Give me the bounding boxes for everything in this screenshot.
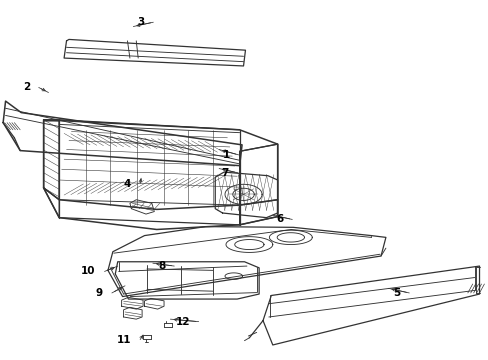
Text: 7: 7 [221,168,228,178]
Text: 3: 3 [137,17,144,27]
Text: 5: 5 [392,288,400,298]
Text: 2: 2 [22,82,30,93]
Text: 1: 1 [222,150,229,160]
Text: 8: 8 [158,261,165,271]
Text: 12: 12 [175,317,189,327]
Text: 6: 6 [276,215,283,224]
Text: 10: 10 [81,266,96,276]
Text: 4: 4 [124,179,131,189]
Text: 9: 9 [96,288,103,298]
Text: 11: 11 [117,334,131,345]
